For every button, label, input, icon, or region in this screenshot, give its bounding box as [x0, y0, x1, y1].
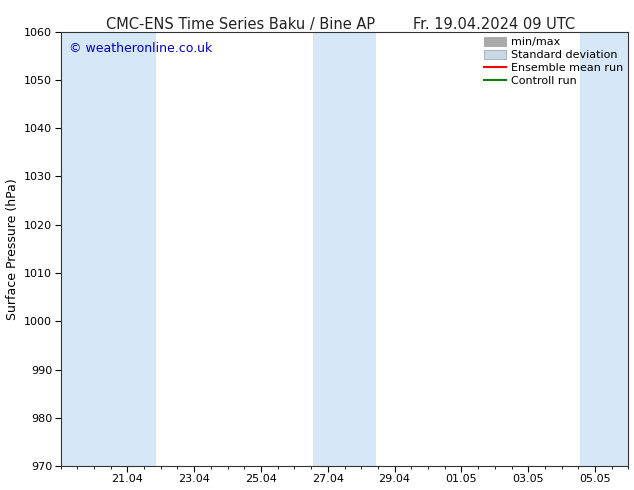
Bar: [580, 32, 628, 466]
Bar: [313, 32, 376, 466]
Text: © weatheronline.co.uk: © weatheronline.co.uk: [69, 43, 212, 55]
Text: Fr. 19.04.2024 09 UTC: Fr. 19.04.2024 09 UTC: [413, 17, 576, 32]
Legend: min/max, Standard deviation, Ensemble mean run, Controll run: min/max, Standard deviation, Ensemble me…: [481, 34, 626, 89]
Y-axis label: Surface Pressure (hPa): Surface Pressure (hPa): [6, 178, 18, 320]
Text: CMC-ENS Time Series Baku / Bine AP: CMC-ENS Time Series Baku / Bine AP: [107, 17, 375, 32]
Bar: [61, 32, 156, 466]
